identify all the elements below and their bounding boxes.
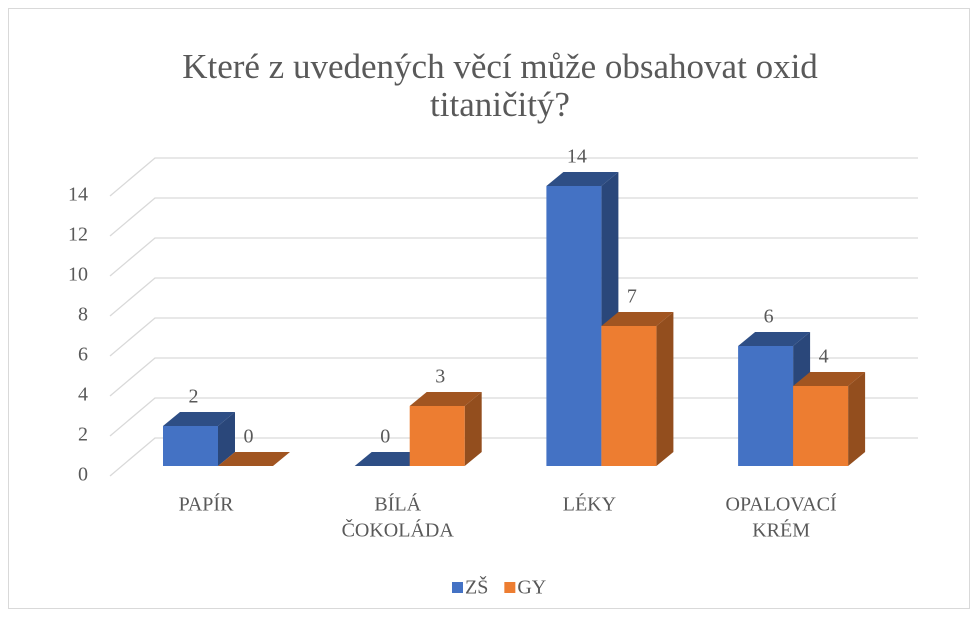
bar xyxy=(793,386,849,466)
bar xyxy=(163,426,218,466)
bar xyxy=(601,326,657,466)
legend-swatch xyxy=(452,582,463,593)
y-tick-label: 0 xyxy=(78,464,88,486)
data-label: 6 xyxy=(764,306,774,328)
x-tick-label: BÍLÁ xyxy=(374,493,421,516)
chart-title: Které z uvedených věcí může obsahovat ox… xyxy=(182,47,818,86)
bar-top xyxy=(601,312,674,326)
x-tick-label: ČOKOLÁDA xyxy=(342,518,455,542)
data-label: 2 xyxy=(189,386,199,408)
data-label: 14 xyxy=(567,146,587,168)
legend-swatch xyxy=(504,582,516,593)
legend-label: GY xyxy=(517,577,546,599)
x-tick-label: LÉKY xyxy=(563,493,616,516)
grid-line xyxy=(109,157,918,197)
data-label: 4 xyxy=(819,346,829,368)
bar xyxy=(409,406,465,466)
bar-top xyxy=(354,452,427,466)
bar-top xyxy=(409,392,482,406)
x-tick-label: KRÉM xyxy=(752,519,810,542)
y-tick-label: 2 xyxy=(78,424,88,446)
bar xyxy=(738,346,794,466)
data-label: 7 xyxy=(627,286,637,308)
chart-frame xyxy=(8,8,970,609)
y-tick-label: 4 xyxy=(78,384,88,406)
bar-top xyxy=(163,412,235,426)
y-tick-label: 12 xyxy=(68,224,88,246)
data-label: 0 xyxy=(244,426,254,448)
bar-top xyxy=(793,372,866,386)
x-tick-label: PAPÍR xyxy=(179,493,235,516)
x-tick-label: OPALOVACÍ xyxy=(726,493,837,516)
y-tick-label: 10 xyxy=(68,264,88,286)
bar-top xyxy=(738,332,811,346)
legend-label: ZŠ xyxy=(465,575,488,599)
bar-side xyxy=(656,312,674,466)
chart-title: titaničitý? xyxy=(430,85,570,124)
data-label: 3 xyxy=(435,366,445,388)
data-label: 0 xyxy=(380,426,390,448)
bar-top xyxy=(218,452,290,466)
bar-top xyxy=(546,172,619,186)
bar xyxy=(546,186,602,466)
y-tick-label: 8 xyxy=(78,304,88,326)
grid-line xyxy=(109,197,918,237)
grid-line xyxy=(109,277,918,317)
y-tick-label: 6 xyxy=(78,344,88,366)
y-tick-label: 14 xyxy=(68,184,88,206)
bar-side xyxy=(848,372,866,466)
bar-side xyxy=(218,412,235,466)
bar-side xyxy=(464,392,482,466)
grid-line xyxy=(109,237,918,277)
